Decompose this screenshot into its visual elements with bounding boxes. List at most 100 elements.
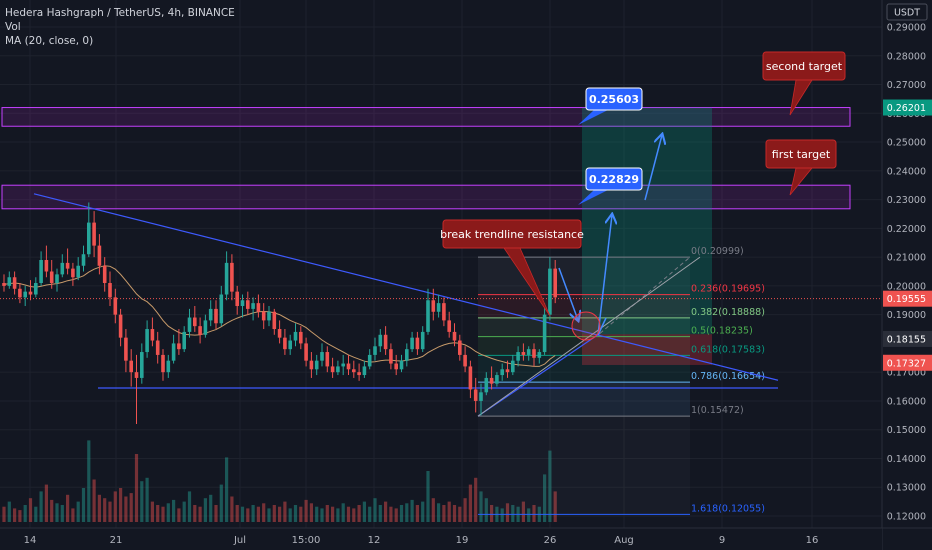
price-label-bg[interactable]: [883, 330, 932, 347]
target-zone[interactable]: [1, 107, 851, 127]
first-target-callout-label: first target: [772, 148, 831, 161]
candle-body: [526, 349, 531, 355]
volume-bar: [76, 501, 80, 522]
volume-bar: [368, 506, 372, 522]
position-profit-zone[interactable]: [582, 107, 712, 335]
candle-body: [124, 337, 128, 361]
time-tick-label: 19: [456, 535, 469, 546]
volume-bar: [315, 506, 319, 522]
volume-bar: [484, 498, 488, 522]
volume-bar: [251, 505, 255, 522]
candle-body: [267, 311, 271, 321]
fib-label: 0.618(0.17583): [691, 344, 765, 355]
volume-bar: [246, 508, 250, 522]
volume-bar: [511, 505, 515, 522]
volume-bar: [172, 499, 176, 522]
currency-badge[interactable]: [886, 3, 928, 21]
price-label-text: 0.19555: [887, 294, 926, 305]
volume-bar: [532, 505, 536, 522]
fib-label: 0.786(0.16654): [691, 371, 765, 382]
currency-label: USDT: [894, 8, 920, 19]
price-label-bg[interactable]: [883, 99, 932, 116]
candle-body: [18, 288, 22, 298]
first-target-callout-box[interactable]: [765, 139, 837, 169]
volume-bar: [193, 505, 197, 522]
position-loss-zone[interactable]: [582, 334, 712, 365]
candle-body: [293, 331, 298, 341]
candle-body: [55, 274, 59, 284]
volume-bar: [92, 479, 96, 522]
volume-bar: [447, 501, 451, 522]
candle-body: [436, 303, 441, 312]
legend-symbol[interactable]: Hedera Hashgraph / TetherUS, 4h, BINANCE: [5, 7, 235, 19]
volume-bar: [352, 508, 356, 522]
price-label-bg[interactable]: [883, 354, 932, 371]
candle-body: [314, 360, 319, 370]
volume-bar: [288, 508, 292, 522]
price-tick-label: 0.21000: [887, 253, 926, 264]
annotations[interactable]: 0.25603 0.22829 second target first target b…: [440, 51, 846, 341]
volume-bar: [299, 506, 303, 522]
projection-arrow[interactable]: [597, 215, 612, 336]
fib-label: 0(0.20999): [691, 246, 744, 257]
time-tick-label: Jul: [233, 535, 246, 546]
projection-arrow[interactable]: [597, 317, 607, 336]
volume-bar: [55, 503, 59, 522]
candle-body: [537, 352, 542, 358]
retest-circle[interactable]: [571, 311, 601, 341]
pullback-arrow[interactable]: [558, 267, 578, 320]
volume-bar: [230, 496, 234, 522]
grid: [0, 0, 882, 528]
fib-diagonal[interactable]: [477, 256, 701, 417]
volume-bar: [161, 506, 165, 522]
candle-body: [256, 303, 261, 312]
target-box[interactable]: [585, 167, 643, 191]
rising-trendline-ext[interactable]: [599, 256, 691, 334]
candle-body: [49, 271, 54, 284]
price-tick-label: 0.16000: [887, 396, 926, 407]
price-axis[interactable]: 0.290000.280000.270000.260000.250000.240…: [881, 0, 932, 550]
volume-bar: [320, 508, 324, 522]
projection-arrow[interactable]: [644, 135, 662, 201]
second-target-callout-box[interactable]: [762, 51, 846, 81]
rising-trendline[interactable]: [477, 332, 601, 417]
target-zone[interactable]: [1, 184, 851, 210]
volume-bar: [415, 505, 419, 522]
candle-body: [410, 337, 414, 350]
volume-bar: [177, 508, 181, 522]
fib-retracement[interactable]: 0(0.20999) 0.236(0.19695) 0.382(0.18888) 0.…: [478, 246, 765, 515]
legend-ma[interactable]: MA (20, close, 0): [5, 35, 94, 47]
volume-bar: [262, 503, 266, 522]
volume-bar: [553, 491, 557, 522]
candle-body: [65, 262, 70, 269]
time-axis[interactable]: 14 21 Jul 15:00 12 19 26 Aug 9 16: [0, 527, 932, 550]
trendlines[interactable]: [0, 193, 882, 417]
long-position-tool[interactable]: [582, 107, 712, 365]
fib-zones: [478, 257, 690, 515]
target-box[interactable]: [585, 87, 643, 111]
price-label-bg[interactable]: [883, 290, 932, 307]
descending-trendline[interactable]: [33, 193, 779, 381]
breakout-callout-box[interactable]: [442, 219, 582, 249]
volume-bar: [468, 484, 472, 522]
candle-body: [198, 326, 202, 335]
candle-body: [473, 389, 478, 401]
volume-bar: [272, 505, 276, 522]
candle-body: [426, 300, 430, 332]
candle-body: [389, 349, 393, 364]
candle-body: [171, 343, 176, 361]
candle-body: [150, 329, 155, 341]
candle-body: [357, 372, 361, 376]
volume-bar: [331, 506, 335, 522]
legend-volume[interactable]: Vol: [5, 21, 21, 33]
price-tick-label: 0.19000: [887, 310, 926, 321]
fib-label: 0.382(0.18888): [691, 307, 765, 318]
volume-bar: [81, 488, 86, 522]
candle-body: [288, 340, 292, 350]
volume-bar: [309, 503, 313, 522]
candle-body: [362, 366, 367, 376]
candle-body: [224, 262, 229, 295]
time-tick-label: 9: [719, 535, 725, 546]
